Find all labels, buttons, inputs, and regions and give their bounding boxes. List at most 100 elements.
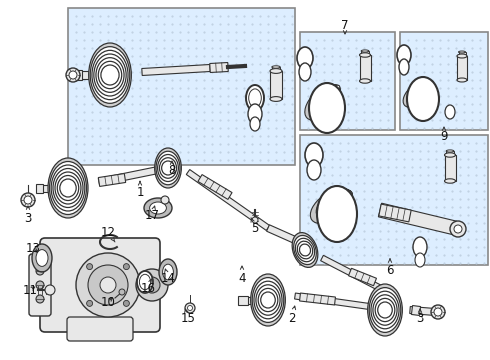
- Ellipse shape: [399, 59, 409, 75]
- Ellipse shape: [419, 81, 433, 93]
- Bar: [446, 151, 454, 155]
- Circle shape: [161, 196, 169, 204]
- Polygon shape: [240, 297, 265, 303]
- Circle shape: [136, 269, 168, 301]
- Ellipse shape: [360, 79, 370, 83]
- Ellipse shape: [325, 85, 340, 100]
- Ellipse shape: [305, 143, 323, 167]
- Text: 16: 16: [141, 279, 155, 294]
- Ellipse shape: [446, 150, 454, 152]
- Polygon shape: [142, 64, 210, 76]
- Ellipse shape: [375, 298, 395, 321]
- Polygon shape: [379, 204, 411, 222]
- Bar: [400, 32, 488, 130]
- Polygon shape: [294, 293, 380, 311]
- Circle shape: [87, 264, 93, 270]
- Ellipse shape: [155, 148, 181, 188]
- Polygon shape: [198, 175, 232, 199]
- Text: 11: 11: [23, 284, 38, 297]
- Ellipse shape: [90, 47, 130, 103]
- Ellipse shape: [89, 43, 131, 107]
- Polygon shape: [186, 170, 270, 230]
- Ellipse shape: [445, 105, 455, 119]
- Ellipse shape: [137, 271, 153, 293]
- Text: 13: 13: [25, 242, 41, 255]
- Ellipse shape: [162, 161, 174, 175]
- Bar: [300, 32, 395, 130]
- Ellipse shape: [48, 158, 88, 218]
- Text: 8: 8: [168, 161, 176, 176]
- Circle shape: [144, 277, 160, 293]
- Ellipse shape: [378, 302, 392, 318]
- Polygon shape: [38, 185, 64, 192]
- Ellipse shape: [403, 80, 434, 107]
- Text: 14: 14: [161, 269, 175, 284]
- Ellipse shape: [413, 237, 427, 257]
- Ellipse shape: [457, 54, 467, 58]
- Ellipse shape: [310, 85, 340, 115]
- Text: 4: 4: [238, 266, 246, 284]
- Polygon shape: [98, 174, 125, 186]
- Ellipse shape: [272, 66, 280, 68]
- Ellipse shape: [256, 285, 280, 315]
- FancyBboxPatch shape: [40, 238, 160, 332]
- Circle shape: [36, 281, 44, 289]
- Circle shape: [431, 305, 445, 319]
- Polygon shape: [412, 306, 420, 315]
- Text: 6: 6: [386, 259, 394, 276]
- Circle shape: [185, 303, 195, 313]
- Ellipse shape: [397, 45, 411, 65]
- Ellipse shape: [299, 63, 311, 81]
- Circle shape: [434, 308, 442, 316]
- Ellipse shape: [252, 278, 284, 323]
- Circle shape: [36, 267, 44, 275]
- Text: 3: 3: [24, 206, 32, 225]
- Circle shape: [69, 71, 77, 79]
- Ellipse shape: [369, 288, 401, 332]
- Ellipse shape: [334, 190, 352, 206]
- Bar: [360, 55, 370, 81]
- Circle shape: [188, 306, 193, 310]
- Circle shape: [36, 295, 44, 303]
- Polygon shape: [98, 165, 169, 185]
- Ellipse shape: [249, 89, 261, 107]
- Ellipse shape: [297, 47, 313, 69]
- Ellipse shape: [407, 77, 439, 121]
- Circle shape: [87, 300, 93, 306]
- Text: 10: 10: [100, 296, 116, 309]
- Ellipse shape: [159, 158, 176, 178]
- Text: 1: 1: [136, 181, 144, 198]
- Ellipse shape: [261, 292, 275, 308]
- Ellipse shape: [101, 65, 119, 85]
- Circle shape: [76, 253, 140, 317]
- Text: 9: 9: [440, 127, 448, 143]
- Ellipse shape: [310, 189, 352, 224]
- FancyBboxPatch shape: [67, 317, 133, 341]
- Text: 2: 2: [288, 306, 296, 324]
- Bar: [361, 51, 369, 55]
- FancyBboxPatch shape: [29, 254, 51, 316]
- Bar: [444, 155, 456, 181]
- Polygon shape: [210, 63, 228, 72]
- Ellipse shape: [316, 189, 352, 219]
- Polygon shape: [238, 296, 248, 305]
- Ellipse shape: [292, 233, 318, 267]
- Ellipse shape: [444, 153, 456, 157]
- Circle shape: [450, 221, 466, 237]
- Ellipse shape: [51, 165, 85, 211]
- Ellipse shape: [320, 85, 340, 105]
- Bar: [272, 67, 280, 71]
- Circle shape: [66, 68, 80, 82]
- Circle shape: [123, 264, 129, 270]
- Ellipse shape: [248, 104, 262, 124]
- Ellipse shape: [317, 186, 357, 242]
- Ellipse shape: [270, 69, 282, 73]
- Ellipse shape: [53, 168, 83, 207]
- Ellipse shape: [309, 83, 345, 133]
- Ellipse shape: [254, 281, 282, 319]
- Bar: [457, 56, 467, 80]
- Circle shape: [119, 289, 125, 295]
- Ellipse shape: [156, 151, 180, 185]
- Ellipse shape: [270, 96, 282, 102]
- Polygon shape: [76, 70, 82, 80]
